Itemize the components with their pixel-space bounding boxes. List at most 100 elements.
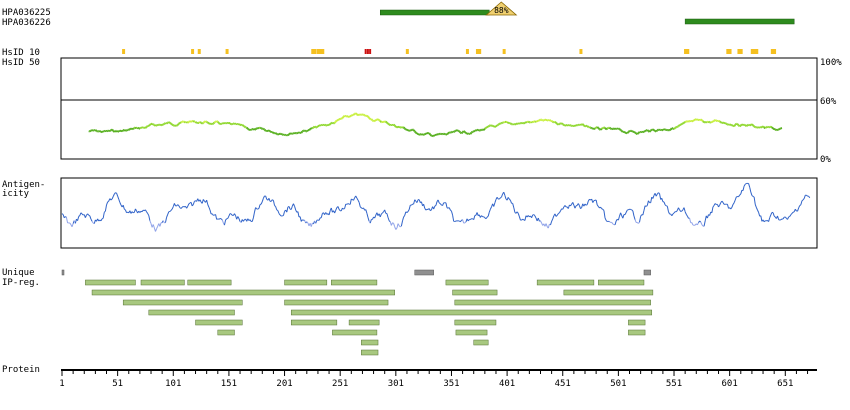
similarity-segment [543, 118, 546, 122]
similarity-segment [425, 132, 428, 135]
similarity-segment [268, 129, 271, 133]
similarity-segment [432, 134, 436, 137]
unique-segment[interactable] [61, 269, 65, 276]
antigenicity-segment [274, 205, 277, 207]
ip-region-segment[interactable] [140, 279, 185, 286]
similarity-segment [162, 122, 165, 126]
antigenicity-segment [366, 213, 369, 218]
antibody-bar[interactable] [684, 18, 795, 25]
ip-region-segment[interactable] [331, 279, 378, 286]
antigenicity-segment [407, 209, 410, 212]
antigenicity-segment [166, 214, 169, 218]
similarity-segment [163, 122, 167, 125]
similarity-segment [631, 130, 634, 133]
antigenicity-segment [199, 199, 202, 203]
axis-tick-label: 1 [59, 379, 64, 389]
ip-region-segment[interactable] [361, 349, 379, 356]
similarity-segment [93, 129, 96, 132]
ip-region-segment[interactable] [628, 329, 646, 336]
antigenicity-segment [215, 214, 218, 220]
antigenicity-segment [230, 213, 233, 216]
ip-region-segment[interactable] [187, 279, 232, 286]
similarity-segment [655, 129, 659, 133]
antigenicity-segment [556, 213, 559, 216]
antigenicity-segment [171, 206, 174, 210]
antigenicity-segment [778, 219, 780, 221]
similarity-segment [277, 133, 280, 136]
similarity-segment [454, 129, 457, 133]
ip-region-segment[interactable] [148, 309, 235, 316]
similarity-segment [331, 121, 335, 125]
ip-region-segment[interactable] [217, 329, 235, 336]
ip-region-segment[interactable] [454, 319, 497, 326]
ip-region-segment[interactable] [284, 279, 328, 286]
hsid-mark-red [366, 49, 369, 54]
hsid-mark [191, 49, 195, 54]
ip-region-segment[interactable] [445, 279, 489, 286]
antigenicity-segment [659, 193, 662, 200]
similarity-segment [388, 123, 391, 127]
antigenicity-segment [112, 193, 115, 197]
similarity-segment [469, 131, 473, 135]
antigenicity-segment [159, 222, 162, 227]
similarity-segment [159, 123, 162, 127]
antigenicity-segment [146, 211, 149, 214]
antigenicity-segment [404, 211, 407, 216]
antigenicity-segment [343, 207, 345, 210]
ip-region-segment[interactable] [563, 289, 654, 296]
ip-region-segment[interactable] [628, 319, 646, 326]
ip-region-segment[interactable] [598, 279, 645, 286]
ip-region-segment[interactable] [290, 319, 338, 326]
antigenicity-segment [388, 220, 391, 223]
ip-region-segment[interactable] [85, 279, 136, 286]
similarity-segment [531, 120, 534, 124]
hsid-mark [773, 49, 777, 54]
antigenicity-segment [712, 205, 715, 208]
antigenicity-segment [611, 222, 614, 225]
ip-region-segment[interactable] [473, 339, 489, 346]
similarity-segment [300, 130, 304, 134]
similarity-segment [626, 131, 630, 134]
ip-region-segment[interactable] [536, 279, 595, 286]
similarity-segment [636, 132, 640, 135]
ip-region-segment[interactable] [332, 329, 378, 336]
similarity-segment [646, 129, 650, 132]
unique-segment[interactable] [643, 269, 651, 276]
antigenicity-segment [221, 219, 224, 224]
antigenicity-segment [625, 209, 628, 213]
unique-segment[interactable] [414, 269, 434, 276]
antigenicity-segment [718, 204, 721, 208]
ip-region-segment[interactable] [455, 329, 488, 336]
antigenicity-segment [143, 209, 145, 212]
ip-region-segment[interactable] [122, 299, 243, 306]
ip-region-segment[interactable] [284, 299, 389, 306]
ip-region-segment[interactable] [290, 309, 653, 316]
ip-region-segment[interactable] [195, 319, 243, 326]
antibody-bar[interactable] [379, 9, 490, 16]
ip-region-segment[interactable] [348, 319, 380, 326]
antigenicity-segment [242, 219, 245, 222]
similarity-segment [494, 125, 497, 128]
antigenicity-segment [638, 221, 640, 224]
similarity-segment [210, 122, 213, 126]
antibody-label-1: HPA036225 [2, 8, 51, 18]
antigenicity-segment [277, 210, 280, 214]
ip-region-segment[interactable] [361, 339, 379, 346]
antigenicity-segment [334, 210, 337, 214]
similarity-segment [207, 121, 210, 125]
ip-region-segment[interactable] [91, 289, 395, 296]
antigenicity-segment [177, 204, 180, 207]
similarity-segment [662, 128, 665, 131]
similarity-segment [739, 124, 742, 128]
similarity-segment [577, 123, 580, 127]
ip-region-segment[interactable] [454, 299, 651, 306]
similarity-segment [201, 122, 204, 125]
similarity-segment [183, 121, 186, 124]
antigenicity-segment [208, 206, 211, 211]
antigenicity-segment [671, 213, 674, 217]
antigenicity-segment [574, 205, 577, 209]
ip-region-segment[interactable] [452, 289, 498, 296]
similarity-segment [103, 129, 106, 133]
antigenicity-segment [740, 190, 743, 195]
antigenicity-segment [448, 207, 451, 211]
